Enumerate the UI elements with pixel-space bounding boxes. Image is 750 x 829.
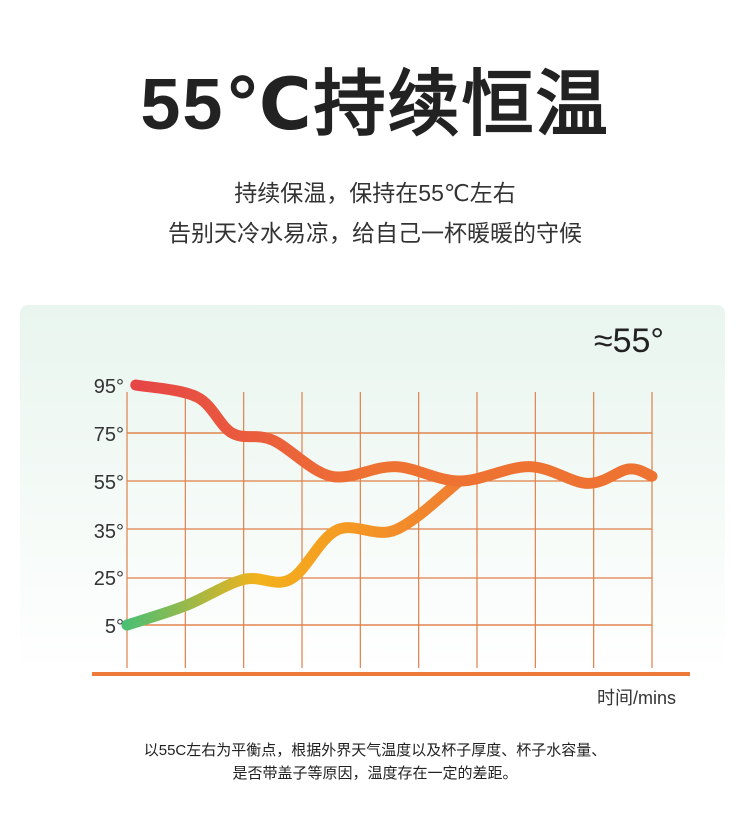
series-line-warming [121, 475, 465, 631]
temperature-badge: ≈55° [594, 322, 664, 360]
y-tick-label: 55° [94, 472, 124, 494]
subtitle-line-2: 告别天冷水易凉，给自己一杯暖暖的守候 [168, 220, 582, 246]
y-tick-label: 35° [94, 521, 124, 543]
footnote-line-2: 是否带盖子等原因，温度存在一定的差距。 [232, 765, 518, 782]
y-tick-label: 5° [105, 616, 124, 638]
x-axis-label: 时间/mins [597, 688, 676, 708]
y-axis-ticks: 95° 75° 55° 35° 25° 5° [94, 376, 124, 638]
y-tick-label: 75° [94, 424, 124, 446]
y-tick-label: 25° [94, 568, 124, 590]
footnote-line-1: 以55C左右为平衡点，根据外界天气温度以及杯子厚度、杯子水容量、 [143, 742, 607, 759]
subtitle-line-1: 持续保温，保持在55℃左右 [234, 180, 516, 206]
y-tick-label: 95° [94, 376, 124, 398]
page-title: 55℃持续恒温 [140, 65, 610, 145]
series-line-cooling [130, 379, 658, 489]
chart-panel [20, 305, 725, 677]
series [121, 379, 658, 631]
